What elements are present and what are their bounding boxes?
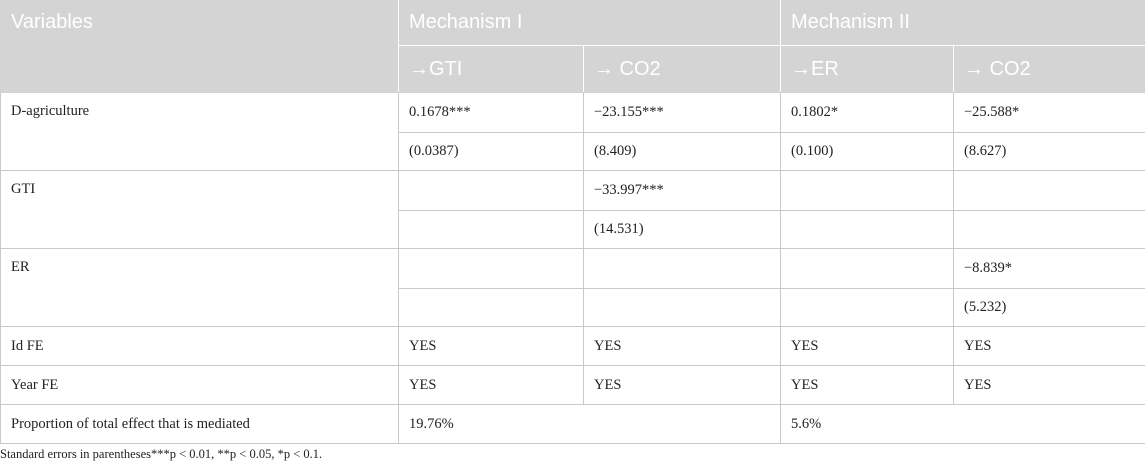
cell-coef bbox=[780, 248, 954, 289]
header-mechanism-1: Mechanism I bbox=[398, 0, 781, 46]
table-row: GTI −33.997*** bbox=[0, 170, 1145, 249]
header-co2-mech1: → CO2 bbox=[583, 45, 781, 93]
cell-coef bbox=[398, 248, 584, 289]
cell-coef bbox=[398, 170, 584, 211]
cell-se: (0.0387) bbox=[398, 132, 584, 171]
cell-se bbox=[780, 288, 954, 327]
cell-se bbox=[398, 210, 584, 249]
cell-se bbox=[780, 210, 954, 249]
header-row-1: Variables Mechanism I Mechanism II bbox=[0, 0, 1145, 93]
cell-coef: −33.997*** bbox=[583, 170, 781, 211]
cell-coef bbox=[953, 170, 1145, 211]
cell-coef bbox=[583, 248, 781, 289]
row-label-proportion: Proportion of total effect that is media… bbox=[0, 404, 399, 444]
table-row: ER −8.839* bbox=[0, 248, 1145, 327]
row-label-d-agriculture: D-agriculture bbox=[0, 92, 399, 171]
cell-se: (14.531) bbox=[583, 210, 781, 249]
row-label-year-fe: Year FE bbox=[0, 365, 399, 405]
cell-value: YES bbox=[953, 326, 1145, 366]
row-label-gti: GTI bbox=[0, 170, 399, 249]
header-variables: Variables bbox=[0, 0, 399, 93]
header-mechanism-2: Mechanism II bbox=[780, 0, 1145, 46]
cell-se bbox=[398, 288, 584, 327]
cell-coef bbox=[780, 170, 954, 211]
cell-se bbox=[583, 288, 781, 327]
cell-value: YES bbox=[398, 365, 584, 405]
cell-se: (0.100) bbox=[780, 132, 954, 171]
cell-value: YES bbox=[780, 326, 954, 366]
table-row: Proportion of total effect that is media… bbox=[0, 404, 1145, 444]
header-row-2: →GTI → CO2 →ER → CO2 bbox=[1, 45, 1145, 93]
cell-value: YES bbox=[583, 365, 781, 405]
cell-value: YES bbox=[953, 365, 1145, 405]
cell-se: (8.409) bbox=[583, 132, 781, 171]
cell-proportion-mech2: 5.6% bbox=[780, 404, 1145, 444]
row-label-er: ER bbox=[0, 248, 399, 327]
cell-coef: −8.839* bbox=[953, 248, 1145, 289]
cell-value: YES bbox=[398, 326, 584, 366]
header-er: →ER bbox=[780, 45, 954, 93]
cell-coef: −23.155*** bbox=[583, 92, 781, 133]
cell-value: YES bbox=[780, 365, 954, 405]
header-gti: →GTI bbox=[398, 45, 584, 93]
cell-se: (5.232) bbox=[953, 288, 1145, 327]
table-row: (14.531) bbox=[1, 210, 1145, 249]
row-label-id-fe: Id FE bbox=[0, 326, 399, 366]
cell-value: YES bbox=[583, 326, 781, 366]
cell-proportion-mech1: 19.76% bbox=[398, 404, 781, 444]
header-co2-mech2: → CO2 bbox=[953, 45, 1145, 93]
table-footnote: Standard errors in parentheses***p < 0.0… bbox=[0, 447, 323, 461]
table-row: Year FE YES YES YES YES bbox=[0, 365, 1145, 405]
table-row: D-agriculture 0.1678*** −23.155*** 0.180… bbox=[0, 92, 1145, 171]
cell-coef: 0.1678*** bbox=[398, 92, 584, 133]
cell-se bbox=[953, 210, 1145, 249]
cell-se: (8.627) bbox=[953, 132, 1145, 171]
table-row: (0.0387) (8.409) (0.100) (8.627) bbox=[1, 132, 1145, 171]
cell-coef: −25.588* bbox=[953, 92, 1145, 133]
mediation-results-table: Variables Mechanism I Mechanism II →GTI … bbox=[0, 0, 1145, 444]
table-row: Id FE YES YES YES YES bbox=[0, 326, 1145, 366]
cell-coef: 0.1802* bbox=[780, 92, 954, 133]
